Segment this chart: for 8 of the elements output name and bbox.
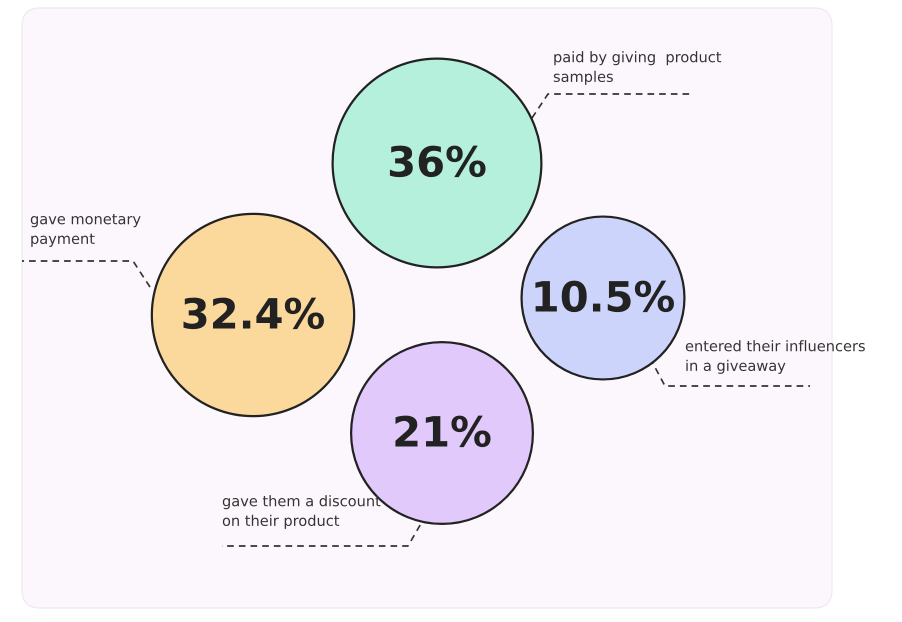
category-label: entered their influencers in a giveaway [686,340,865,374]
data-label: 36% [390,146,486,178]
data-label: 21% [395,416,491,448]
category-label: gave them a discount on their product [222,495,380,529]
data-label: 32.4% [184,298,324,330]
category-label: paid by giving product samples [554,51,722,85]
category-label: gave monetary payment [30,214,141,247]
data-label: 10.5% [535,280,674,312]
